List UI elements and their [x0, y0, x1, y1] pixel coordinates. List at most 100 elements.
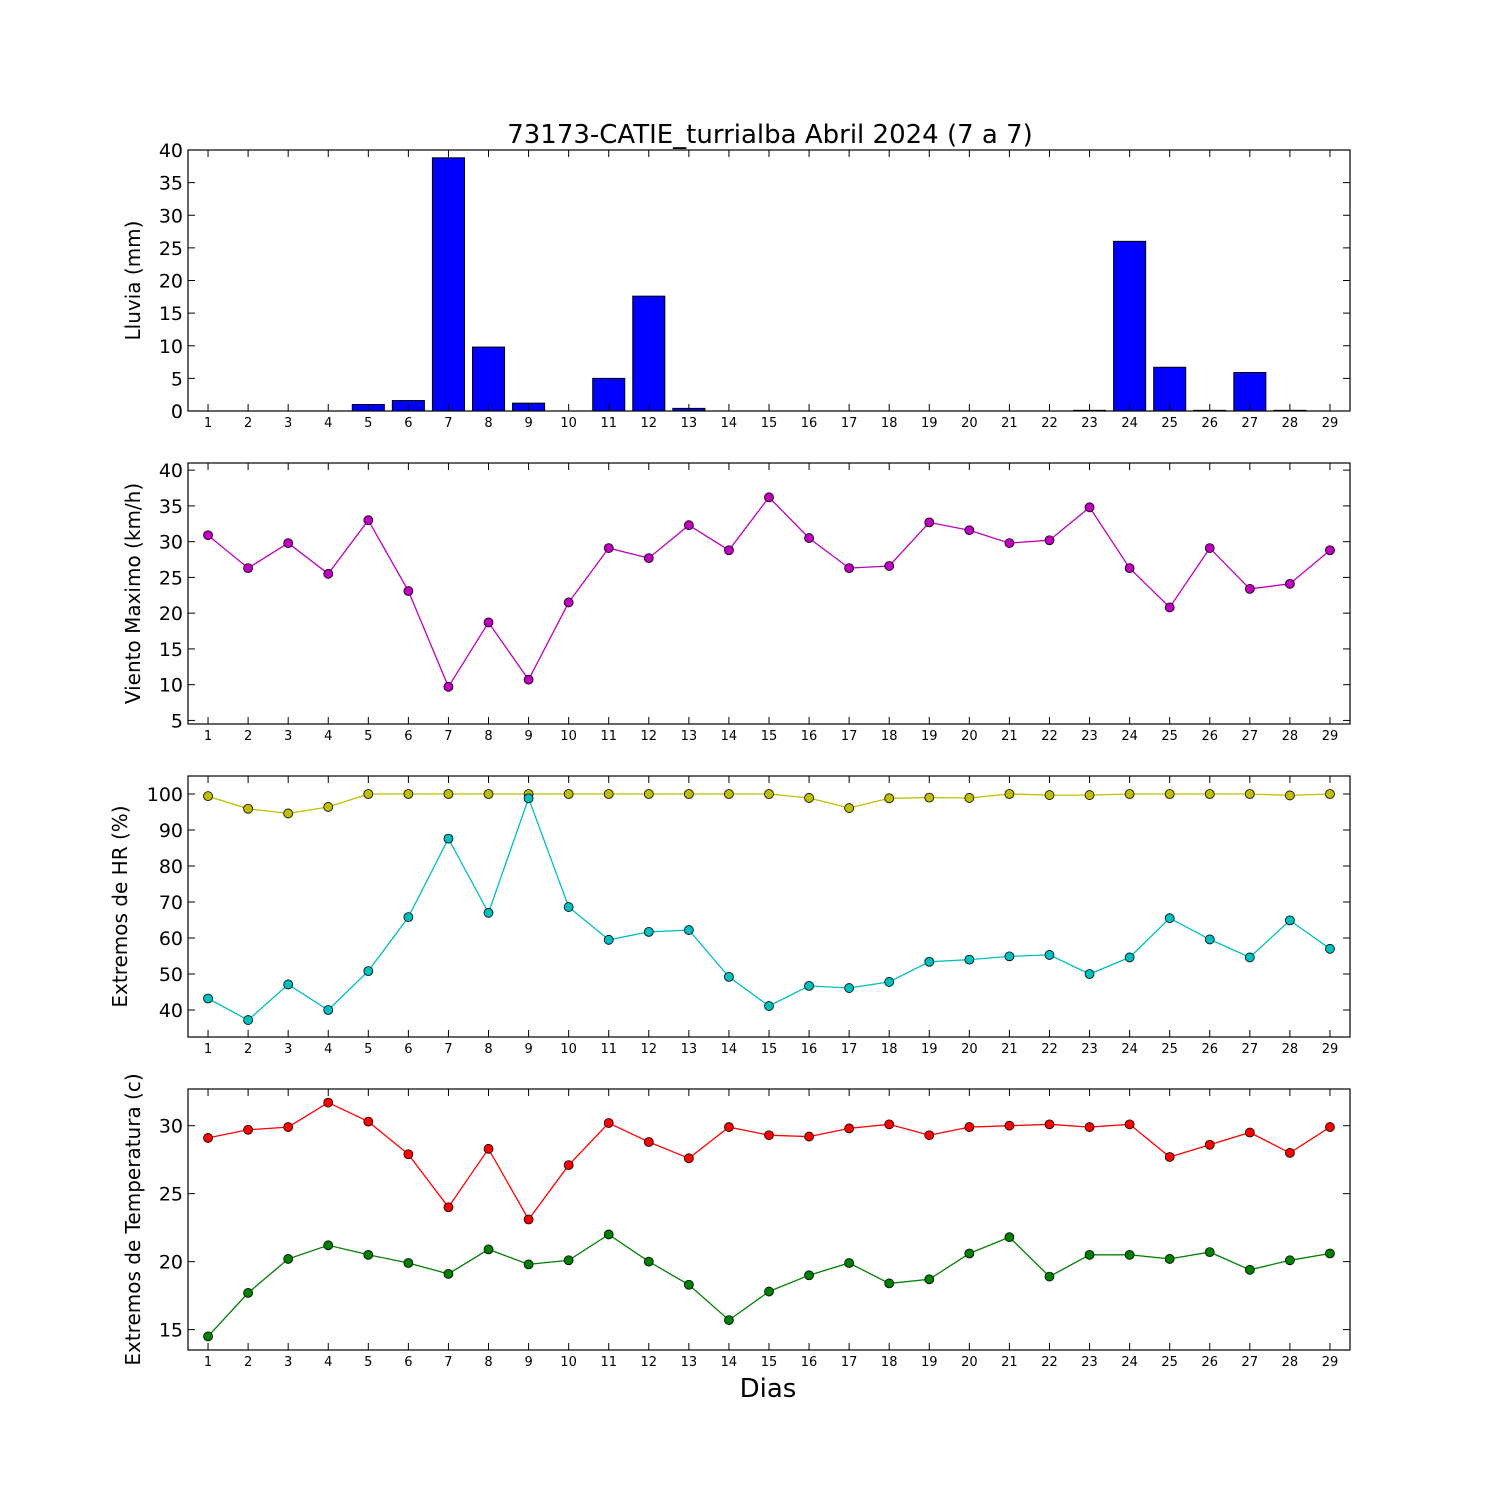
x-tick-label: 25	[1161, 729, 1178, 744]
y-tick-label: 5	[171, 368, 183, 390]
x-tick-label: 4	[324, 1355, 332, 1370]
x-tick-label: 12	[641, 729, 658, 744]
y-axis-label: Viento Maximo (km/h)	[121, 483, 145, 704]
data-point	[603, 1229, 614, 1240]
data-point	[523, 793, 534, 804]
data-point	[203, 791, 213, 802]
data-point	[643, 553, 654, 564]
data-point	[1084, 1122, 1095, 1132]
data-point	[1044, 1271, 1055, 1282]
x-tick-label: 24	[1121, 1355, 1138, 1370]
data-point	[523, 1259, 534, 1270]
x-tick-label: 2	[244, 416, 252, 431]
data-point	[764, 1286, 774, 1297]
x-tick-label: 16	[801, 729, 818, 744]
data-point	[523, 1214, 534, 1225]
x-tick-label: 14	[721, 729, 738, 744]
data-point	[443, 789, 454, 799]
y-tick-label: 30	[159, 205, 183, 227]
x-tick-label: 2	[244, 1355, 252, 1370]
x-tick-label: 2	[244, 729, 252, 744]
x-tick-label: 25	[1161, 1042, 1178, 1057]
data-point	[724, 789, 734, 799]
x-tick-label: 17	[841, 1042, 858, 1057]
y-tick-label: 35	[159, 173, 183, 195]
y-tick-label: 40	[159, 140, 183, 162]
x-tick-label: 7	[444, 1355, 452, 1370]
data-point	[203, 993, 213, 1004]
data-point	[323, 1240, 334, 1251]
y-axis-label: Lluvia (mm)	[121, 221, 145, 341]
x-tick-label: 26	[1201, 416, 1218, 431]
data-point	[1204, 1247, 1215, 1258]
bar	[431, 157, 465, 412]
data-point	[243, 563, 254, 574]
data-point	[1044, 790, 1055, 800]
data-point	[1004, 1120, 1015, 1131]
data-point	[1325, 943, 1335, 954]
x-tick-label: 8	[484, 729, 492, 744]
data-point	[323, 1005, 334, 1015]
data-point	[603, 934, 614, 945]
data-point	[964, 1248, 975, 1259]
data-point	[1164, 1254, 1175, 1264]
x-tick-label: 18	[881, 1355, 898, 1370]
data-point	[844, 1258, 855, 1268]
data-point	[203, 530, 213, 541]
x-tick-label: 11	[600, 1042, 617, 1057]
data-point	[483, 1244, 494, 1255]
data-point	[1204, 934, 1215, 945]
data-point	[1124, 563, 1135, 574]
x-tick-label: 24	[1121, 416, 1138, 431]
x-tick-label: 5	[364, 1355, 372, 1370]
data-point	[603, 543, 614, 553]
x-tick-label: 3	[284, 729, 292, 744]
y-tick-label: 10	[159, 675, 183, 697]
y-tick-label: 25	[159, 1184, 183, 1206]
x-tick-label: 7	[444, 416, 452, 431]
x-tick-label: 3	[284, 1042, 292, 1057]
y-tick-label: 20	[159, 603, 183, 625]
data-point	[1084, 969, 1095, 979]
x-tick-label: 20	[961, 1355, 978, 1370]
y-tick-label: 25	[159, 567, 183, 589]
y-tick-label: 70	[159, 892, 183, 914]
x-tick-label: 17	[841, 729, 858, 744]
data-point	[1164, 602, 1175, 613]
x-tick-label: 20	[961, 416, 978, 431]
x-tick-label: 15	[761, 416, 778, 431]
x-tick-label: 26	[1201, 729, 1218, 744]
data-point	[1084, 502, 1095, 513]
y-tick-label: 80	[159, 856, 183, 878]
plot-frame	[187, 775, 1351, 1038]
x-tick-label: 6	[404, 416, 412, 431]
data-point	[443, 833, 454, 844]
data-point	[563, 1255, 574, 1266]
x-tick-label: 12	[641, 1042, 658, 1057]
data-point	[924, 1130, 935, 1141]
data-point	[884, 977, 895, 987]
data-point	[964, 1122, 975, 1132]
data-point	[243, 803, 254, 814]
x-tick-label: 28	[1282, 1042, 1299, 1057]
x-tick-label: 16	[801, 1042, 818, 1057]
y-tick-label: 20	[159, 1252, 183, 1274]
x-tick-label: 9	[524, 729, 532, 744]
x-tick-label: 21	[1001, 1042, 1018, 1057]
data-point	[603, 1118, 614, 1128]
data-point	[804, 980, 814, 991]
y-tick-label: 25	[159, 238, 183, 260]
x-tick-label: 23	[1081, 416, 1098, 431]
data-point	[1124, 952, 1135, 963]
x-tick-label: 13	[681, 1042, 698, 1057]
data-point	[884, 561, 895, 571]
x-tick-label: 26	[1201, 1355, 1218, 1370]
data-point	[443, 1202, 454, 1213]
data-point	[1124, 789, 1135, 799]
data-point	[563, 597, 574, 608]
y-tick-label: 10	[159, 336, 183, 358]
x-tick-label: 4	[324, 1042, 332, 1057]
data-point	[403, 789, 414, 799]
data-point	[563, 789, 574, 799]
